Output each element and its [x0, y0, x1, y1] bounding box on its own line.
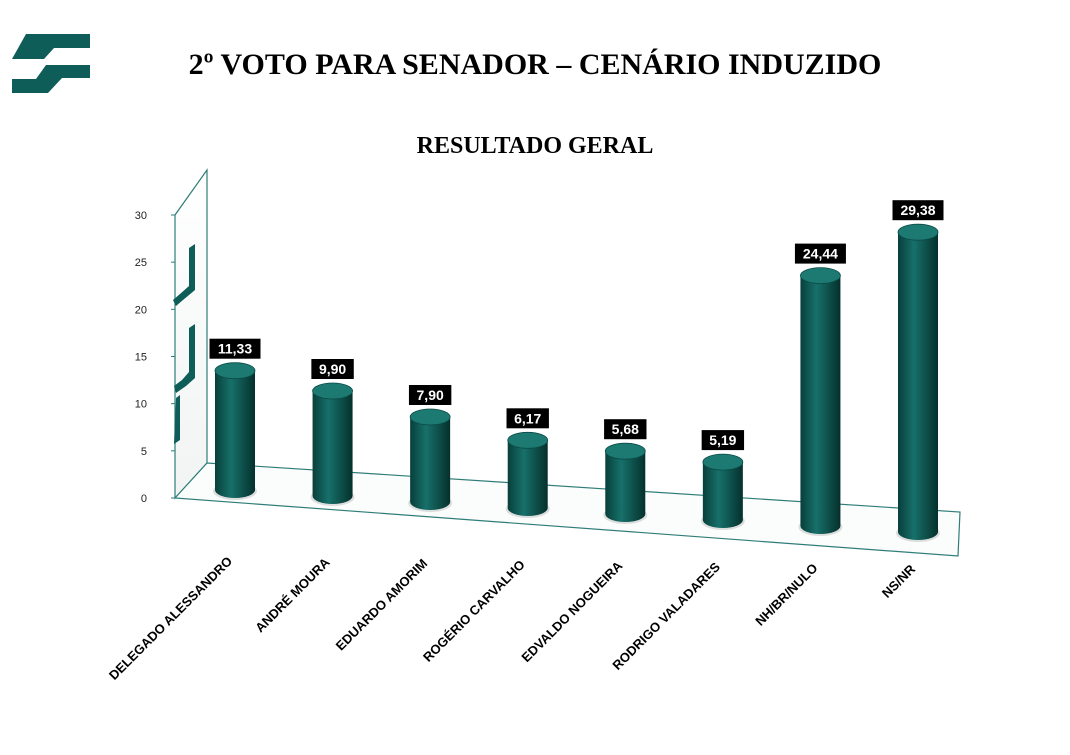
- y-tick-label: 15: [135, 352, 147, 364]
- bar-top: [800, 267, 841, 285]
- bar: [800, 275, 841, 534]
- bar-top: [507, 431, 549, 449]
- data-label: 5,68: [612, 421, 639, 437]
- bar-top: [702, 453, 744, 471]
- data-label: 24,44: [803, 246, 838, 262]
- data-label-box: [209, 338, 261, 359]
- data-label: 11,33: [218, 341, 252, 357]
- bar-top: [897, 223, 939, 241]
- category-label: RODRIGO VALADARES: [609, 559, 723, 673]
- y-tick-label: 0: [141, 493, 147, 505]
- wall-logo-mark: [173, 244, 195, 306]
- chart-title: RESULTADO GERAL: [416, 133, 654, 159]
- bar-top: [312, 382, 353, 400]
- wall-logo-mark: [174, 324, 195, 393]
- y-tick-label: 20: [135, 304, 147, 316]
- category-label: DELEGADO ALESSANDRO: [106, 554, 235, 683]
- data-label-box: [311, 359, 354, 379]
- category-label: NH/BR/NULO: [752, 560, 820, 628]
- y-tick-label: 5: [141, 446, 147, 458]
- data-label: 5,19: [709, 432, 736, 448]
- bar: [312, 391, 353, 504]
- bar-top: [214, 362, 256, 380]
- y-tick-label: 10: [135, 399, 147, 411]
- data-label-box: [408, 385, 452, 405]
- chart-floor: [173, 462, 961, 557]
- data-label: 7,90: [417, 387, 444, 403]
- bar-top: [604, 442, 646, 460]
- category-label: ROGÉRIO CARVALHO: [420, 557, 528, 665]
- y-tick-label: 25: [135, 257, 147, 269]
- bar: [605, 451, 646, 522]
- bar: [215, 370, 255, 498]
- category-label: ANDRÉ MOURA: [252, 554, 333, 635]
- data-label: 29,38: [900, 202, 935, 218]
- data-label-box: [794, 243, 846, 264]
- bar: [410, 417, 451, 510]
- category-label: EDVALDO NOGUEIRA: [518, 558, 625, 665]
- data-label-box: [506, 408, 549, 429]
- category-label: NS/NR: [879, 561, 919, 601]
- company-logo: [12, 34, 90, 93]
- data-label: 9,90: [319, 361, 346, 377]
- category-label: EDUARDO AMORIM: [333, 556, 431, 654]
- y-tick-label: 30: [135, 210, 147, 222]
- data-label-box: [604, 419, 647, 440]
- wall-logo-mark: [174, 395, 180, 444]
- bar: [702, 462, 743, 528]
- data-label: 6,17: [514, 410, 541, 426]
- page-title: 2º VOTO PARA SENADOR – CENÁRIO INDUZIDO: [188, 48, 882, 81]
- data-label-box: [701, 430, 745, 451]
- data-label-box: [892, 200, 944, 221]
- bar-top: [409, 408, 451, 426]
- bar: [507, 440, 548, 516]
- bar: [898, 232, 938, 540]
